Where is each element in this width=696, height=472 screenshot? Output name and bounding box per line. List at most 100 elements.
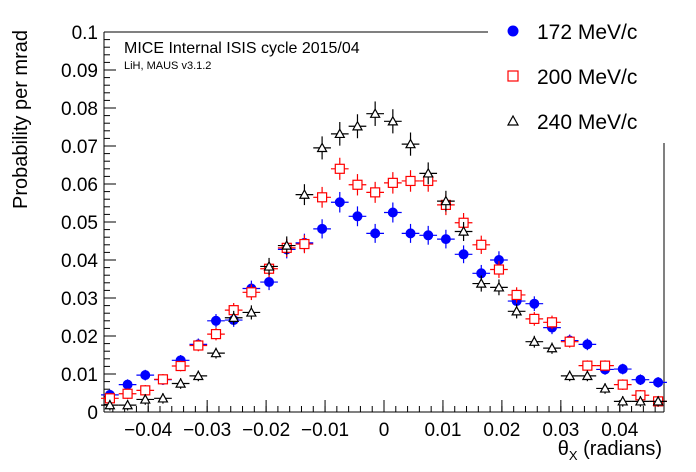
x-tick-label: −0.01 [301,420,349,441]
y-tick-label: 0.03 [61,289,98,310]
data-point [352,179,363,190]
data-point [264,277,275,288]
data-point [351,120,363,131]
data-point [564,336,575,347]
x-tick-label: −0.02 [242,420,290,441]
data-point [529,298,540,309]
data-point [387,177,398,188]
data-point [599,360,611,371]
x-tick-label: 0.02 [483,420,520,441]
data-point [245,306,257,317]
data-point [405,138,417,149]
data-point [370,187,381,198]
x-tick-label: −0.04 [124,420,173,441]
legend-label-172: 172 MeV/c [537,21,637,44]
data-point [334,163,345,174]
y-tick-label: 0 [87,403,98,424]
data-point [334,128,346,139]
data-point [211,315,221,326]
data-point [422,167,434,178]
data-point [634,395,646,406]
data-point [476,239,487,250]
chart-title: MICE Internal ISIS cycle 2015/04 [124,40,360,57]
data-point [458,249,469,260]
data-point [175,377,187,388]
x-tick-label: −0.03 [183,420,231,441]
data-point [246,287,257,298]
data-point [139,393,151,404]
data-point [493,281,505,292]
x-axis-label-subscript: X [569,448,578,463]
data-point [122,399,134,410]
data-point [617,364,628,375]
data-point [281,239,293,250]
data-point [334,197,345,208]
data-point [263,260,275,271]
x-axis-label-theta: θ [558,438,569,460]
data-point [529,313,540,324]
y-tick-label: 0.09 [61,61,98,82]
data-point [370,228,381,239]
data-point [405,175,416,187]
data-point [192,370,204,381]
data-point [104,399,116,410]
data-point [493,264,505,275]
data-points [101,101,667,411]
data-point [317,223,328,234]
y-tick-label: 0.01 [61,365,98,386]
data-point [175,360,186,372]
data-point [546,317,558,328]
y-tick-label: 0.1 [72,23,98,44]
x-tick-label: 0.01 [424,420,461,441]
x-axis-label: θX (radians) [558,438,662,463]
data-point [299,238,310,250]
y-tick-label: 0.05 [61,213,98,234]
data-point [228,312,240,322]
data-point [317,192,328,203]
axes: 0 0.01 0.02 0.03 0.04 0.05 0.06 0.07 0.08 0.09 0.1… [61,23,665,441]
data-point [617,379,628,390]
data-point [582,339,593,350]
data-point [140,385,151,396]
series-240 [101,101,667,411]
data-point [369,107,381,118]
x-tick-label: 0.04 [601,420,638,441]
data-point [546,342,558,353]
data-point [387,115,399,126]
data-point [423,230,434,241]
data-point [122,379,133,390]
series-172 [101,191,667,401]
data-point [210,347,222,358]
data-point [193,340,204,351]
data-point [635,374,646,385]
legend: 172 MeV/c 200 MeV/c 240 MeV/c [506,21,637,134]
data-point [581,370,593,381]
y-tick-label: 0.04 [61,251,98,272]
legend-label-240: 240 MeV/c [537,111,637,134]
data-point [440,234,451,245]
legend-label-200: 200 MeV/c [537,66,637,89]
data-point [475,277,487,288]
series-200 [101,157,667,407]
y-tick-label: 0.06 [61,175,98,196]
data-point [653,377,664,388]
data-point [352,211,363,222]
data-point [157,392,169,403]
data-point [122,388,133,399]
data-point [440,195,452,206]
data-point [458,225,470,236]
y-tick-label: 0.08 [61,99,98,120]
legend-marker-172 [507,25,519,37]
x-tick-label: 0 [379,420,390,441]
data-point [316,142,328,153]
legend-marker-200 [507,70,519,82]
data-point [652,395,664,406]
y-axis-label: Probability per mrad [10,30,32,209]
x-axis-label-units: (radians) [578,438,662,460]
data-point [298,188,310,199]
chart-subtitle: LiH, MAUS v3.1.2 [124,60,211,72]
legend-marker-240 [506,114,520,126]
data-point [387,207,398,218]
data-point [511,305,523,316]
